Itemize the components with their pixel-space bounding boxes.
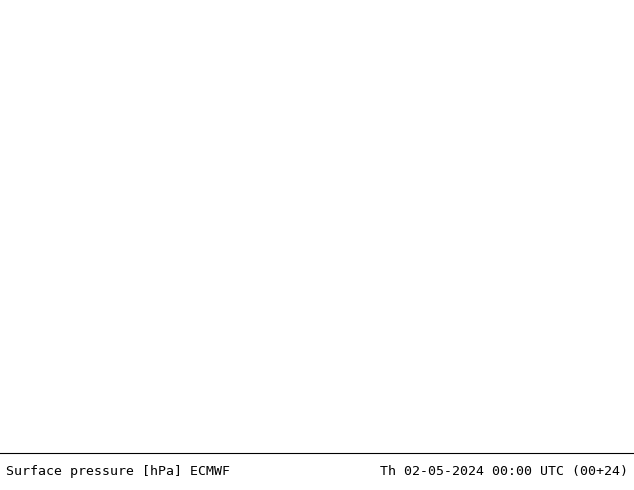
Text: Surface pressure [hPa] ECMWF: Surface pressure [hPa] ECMWF [6, 465, 230, 478]
Text: Th 02-05-2024 00:00 UTC (00+24): Th 02-05-2024 00:00 UTC (00+24) [380, 465, 628, 478]
